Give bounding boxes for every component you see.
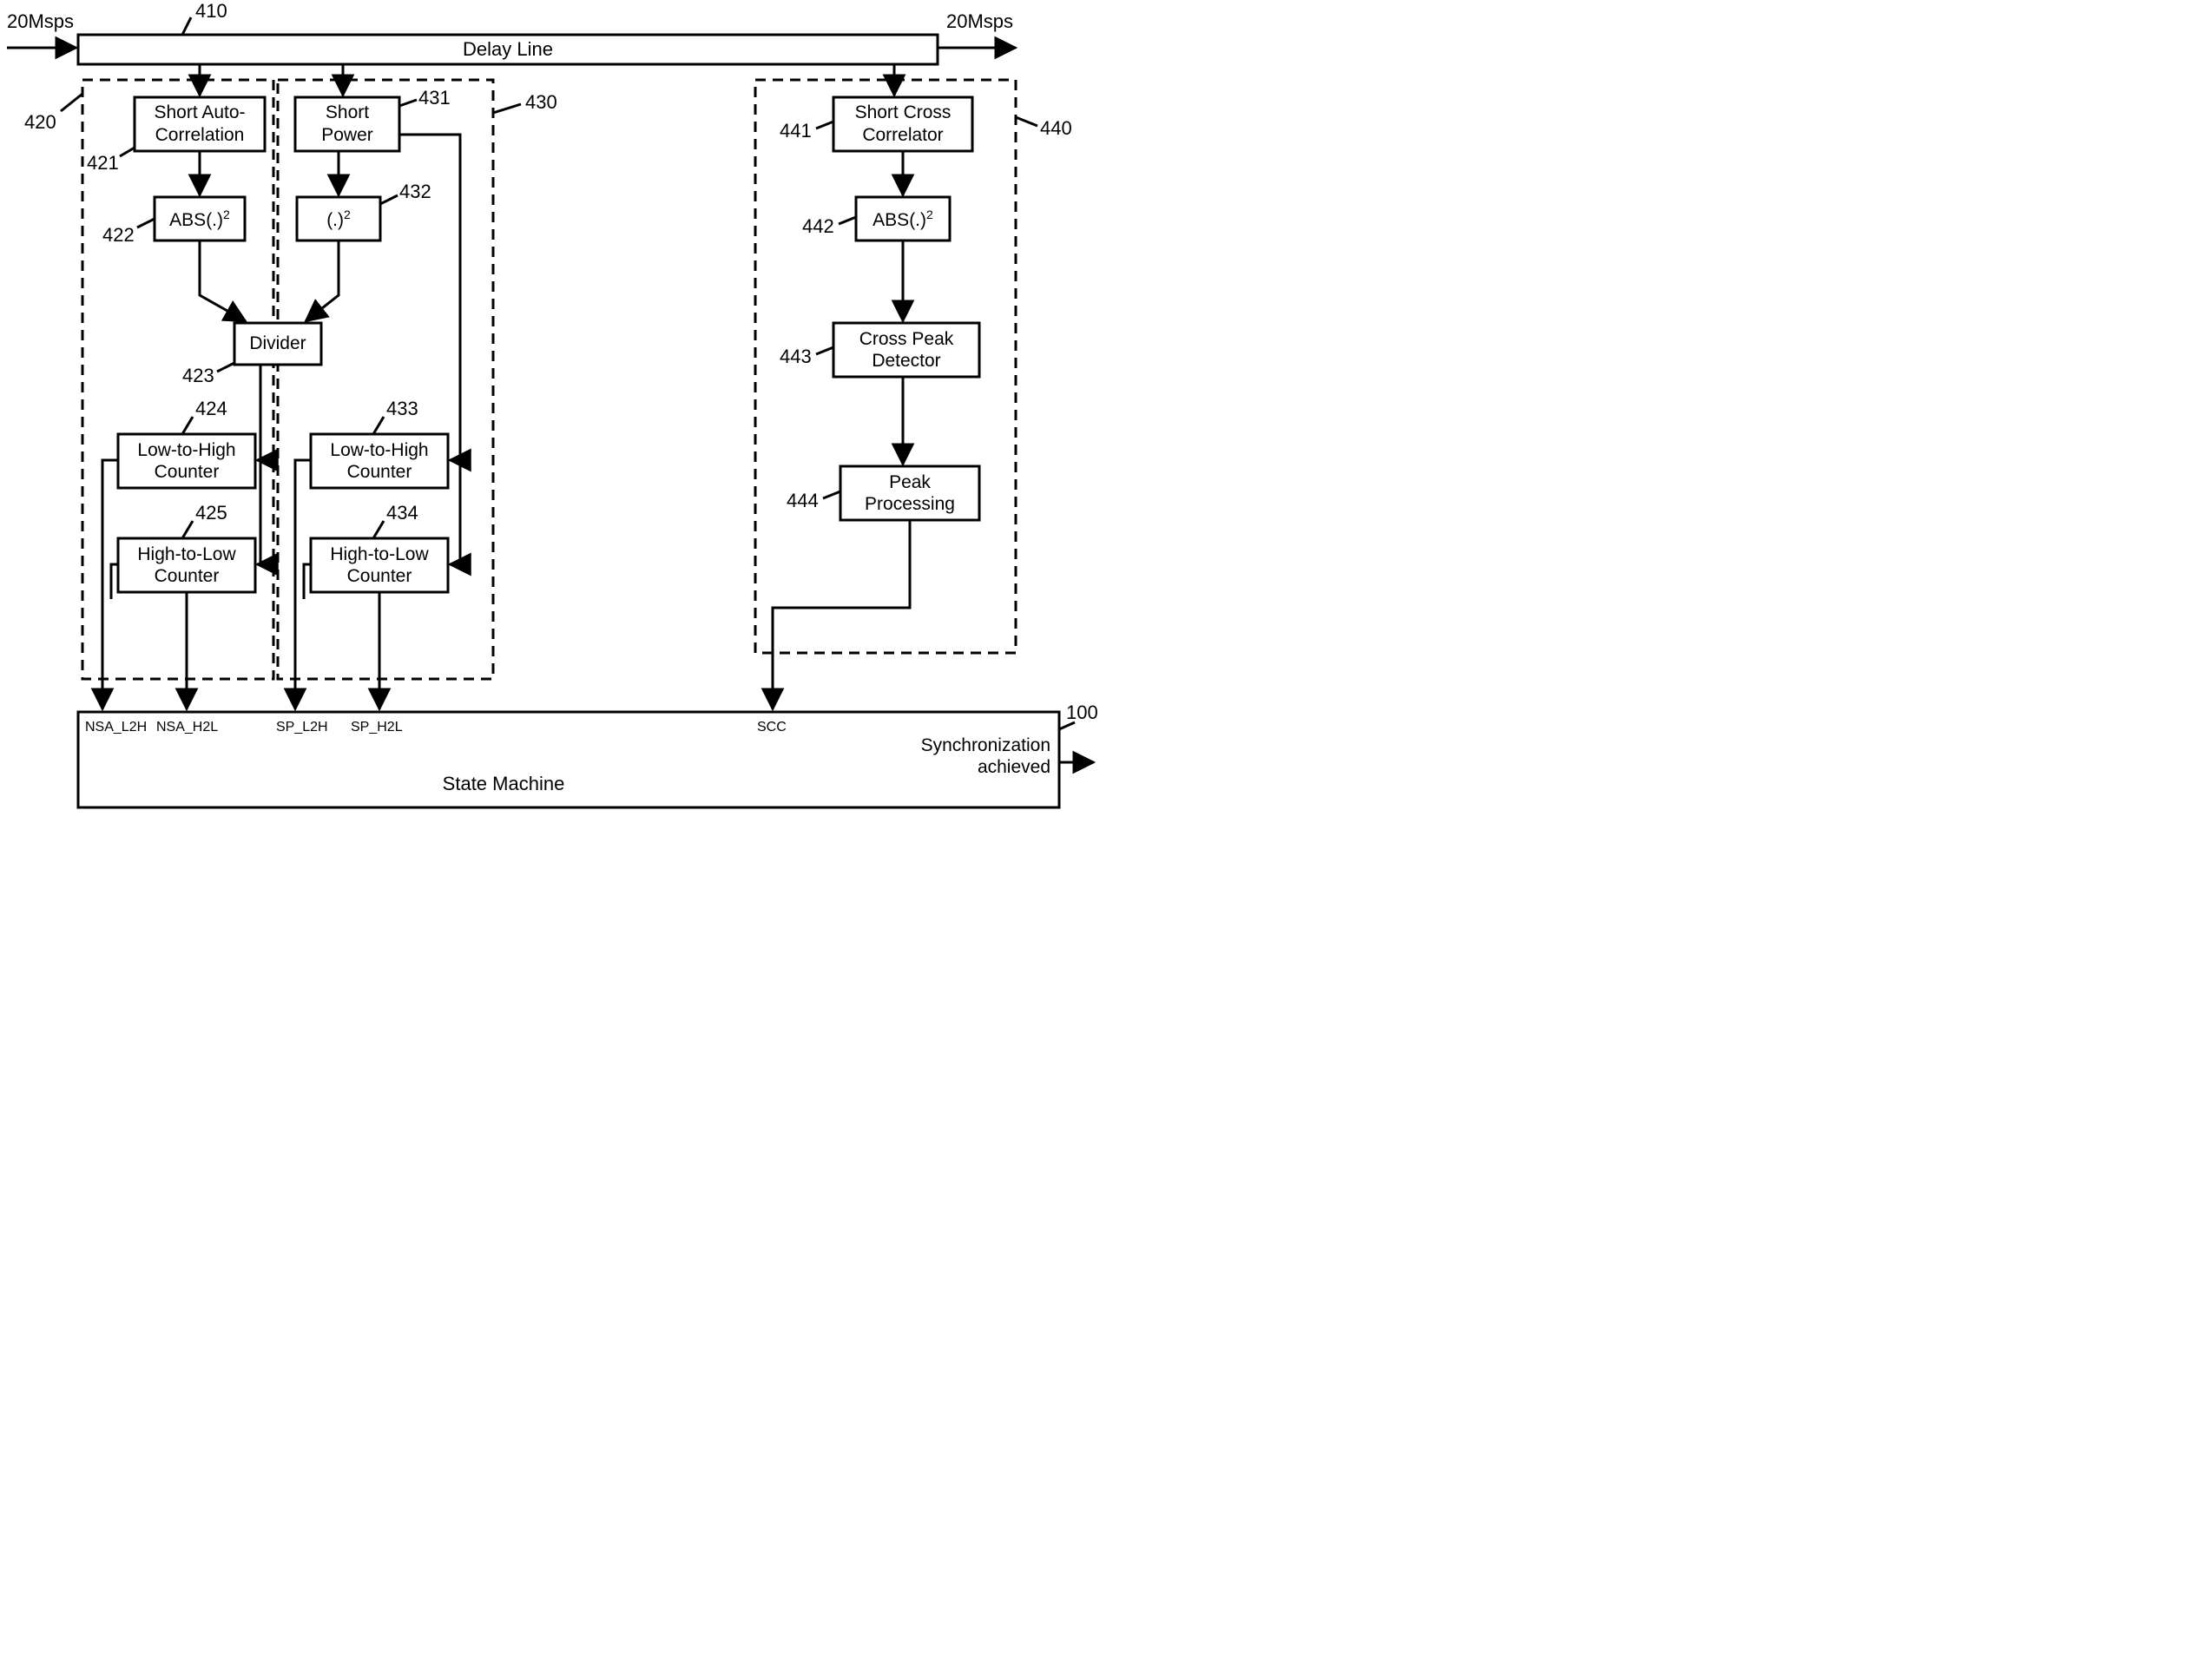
- ref-100-leader: [1059, 722, 1075, 729]
- b441-line1: Short Cross: [855, 102, 952, 122]
- sm-in-nsa-l2h: NSA_L2H: [85, 720, 147, 735]
- ref-440-leader: [1016, 117, 1037, 126]
- diagram-svg: 20Msps Delay Line 410 20Msps 420 430 440…: [0, 0, 1103, 842]
- output-rate-label: 20Msps: [946, 10, 1013, 32]
- ref-440: 440: [1040, 117, 1072, 139]
- sm-in-nsa-h2l: NSA_H2L: [156, 720, 218, 735]
- state-machine-label: State Machine: [443, 773, 565, 794]
- b444-line2: Processing: [865, 494, 955, 514]
- b443-line1: Cross Peak: [859, 329, 954, 349]
- ref-421: 421: [87, 152, 119, 174]
- sm-in-sp-h2l: SP_H2L: [351, 720, 403, 735]
- ref-424: 424: [195, 398, 227, 419]
- ref-423: 423: [182, 365, 214, 386]
- state-machine-block: [78, 712, 1059, 807]
- ref-424-leader: [182, 417, 193, 434]
- b421-line1: Short Auto-: [154, 102, 245, 122]
- ref-422-leader: [137, 219, 155, 227]
- sm-in-scc: SCC: [757, 720, 787, 735]
- ref-410: 410: [195, 0, 227, 22]
- a431-434: [450, 460, 460, 564]
- b424-line1: Low-to-High: [137, 440, 235, 460]
- a422-423: [200, 240, 246, 321]
- ref-410-leader: [182, 17, 191, 35]
- a-div-424: [257, 399, 260, 460]
- ref-442-leader: [839, 217, 856, 224]
- ref-100: 100: [1066, 702, 1098, 723]
- b423-label: Divider: [249, 333, 306, 353]
- ref-434-leader: [373, 521, 384, 538]
- b442-label: ABS(.)2: [873, 208, 933, 230]
- b425-line2: Counter: [155, 566, 220, 586]
- ref-430: 430: [525, 91, 557, 113]
- a-div-425: [257, 460, 260, 564]
- ref-444-leader: [823, 491, 840, 498]
- b424-line2: Counter: [155, 462, 220, 482]
- b425-line1: High-to-Low: [137, 544, 236, 564]
- ref-425-leader: [182, 521, 193, 538]
- b444-line1: Peak: [889, 472, 931, 492]
- ref-433-leader: [373, 417, 384, 434]
- b433-line2: Counter: [347, 462, 412, 482]
- ref-420: 420: [24, 111, 56, 133]
- ref-442: 442: [802, 215, 834, 237]
- sm-in-sp-l2h: SP_L2H: [276, 720, 328, 735]
- a444-sm: [773, 520, 910, 709]
- input-rate-label: 20Msps: [7, 10, 74, 32]
- b433-line1: Low-to-High: [330, 440, 428, 460]
- ref-430-leader: [493, 104, 521, 113]
- sm-out-line2: achieved: [978, 757, 1050, 777]
- ref-431-leader: [399, 100, 417, 106]
- ref-443: 443: [780, 346, 812, 367]
- ref-425: 425: [195, 502, 227, 524]
- a432-423: [306, 240, 339, 321]
- ref-432-leader: [380, 195, 398, 204]
- b431-line1: Short: [326, 102, 369, 122]
- ref-443-leader: [816, 347, 833, 354]
- ref-420-leader: [61, 94, 82, 111]
- ref-433: 433: [386, 398, 418, 419]
- b441-line2: Correlator: [862, 125, 943, 145]
- b431-line2: Power: [321, 125, 373, 145]
- sm-out-line1: Synchronization: [921, 735, 1050, 755]
- ref-423-leader: [217, 363, 234, 372]
- b422-label: ABS(.)2: [169, 208, 230, 230]
- b434-line2: Counter: [347, 566, 412, 586]
- ref-432: 432: [399, 181, 431, 202]
- b434-line1: High-to-Low: [330, 544, 429, 564]
- ref-422: 422: [102, 224, 135, 246]
- ref-441: 441: [780, 120, 812, 142]
- ref-431: 431: [418, 87, 451, 109]
- ref-434: 434: [386, 502, 418, 524]
- delay-line-label: Delay Line: [463, 38, 553, 60]
- ref-441-leader: [816, 122, 833, 128]
- b443-line2: Detector: [872, 351, 940, 371]
- b421-line2: Correlation: [155, 125, 245, 145]
- ref-444: 444: [787, 490, 819, 511]
- ref-421-leader: [120, 148, 135, 156]
